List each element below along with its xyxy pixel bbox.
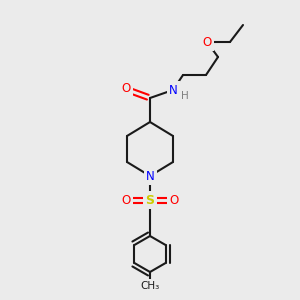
Text: O: O [122, 194, 130, 206]
Text: O: O [122, 82, 130, 95]
Text: CH₃: CH₃ [140, 281, 160, 291]
Text: O: O [202, 35, 211, 49]
Text: N: N [169, 83, 177, 97]
Text: N: N [146, 169, 154, 182]
Text: O: O [169, 194, 178, 206]
Text: H: H [181, 91, 189, 101]
Text: S: S [146, 194, 154, 206]
